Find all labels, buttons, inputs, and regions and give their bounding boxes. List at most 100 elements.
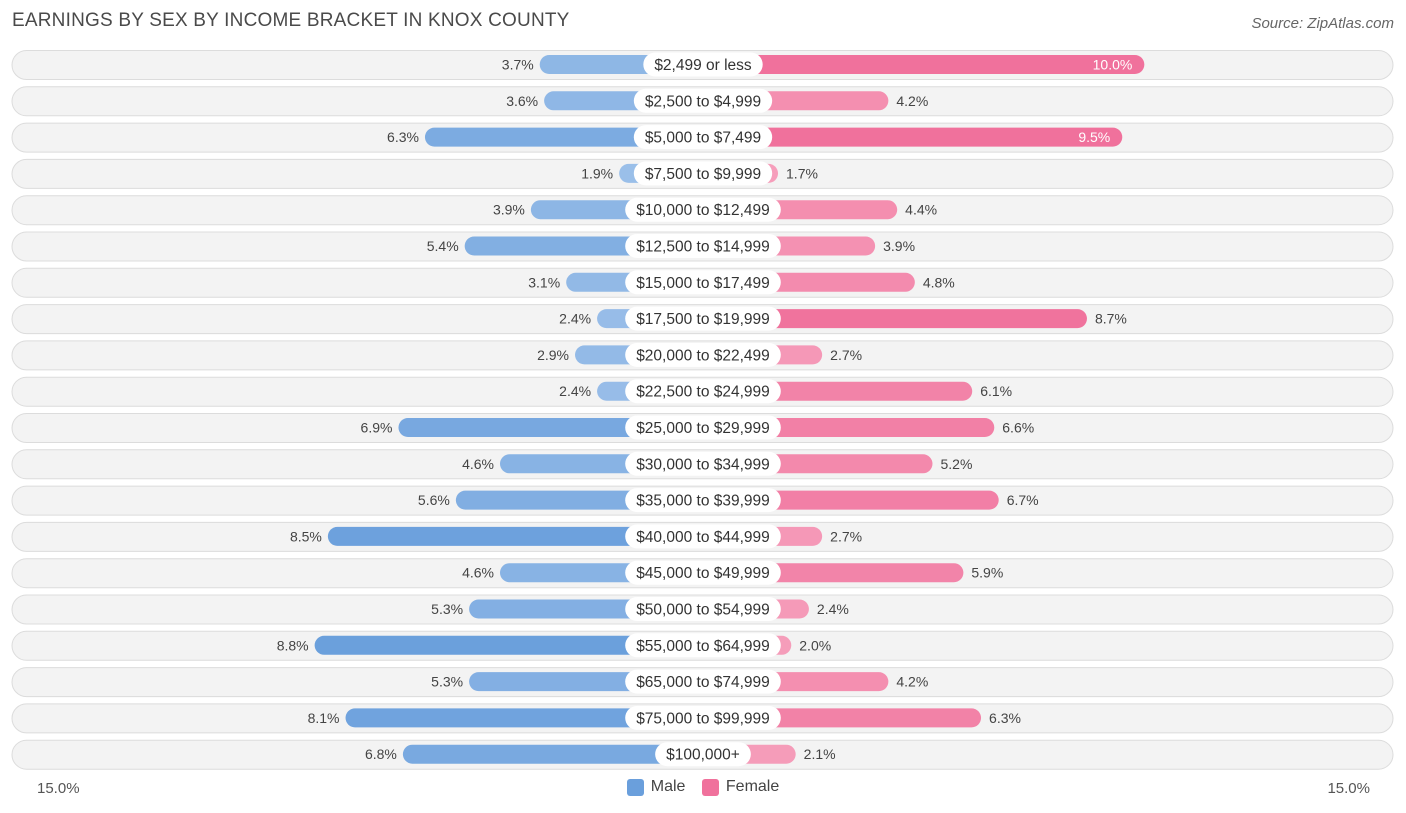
female-value-label: 2.1% [804, 746, 836, 762]
male-value-label: 3.9% [493, 202, 525, 218]
male-bar [402, 744, 703, 764]
male-value-label: 2.4% [559, 311, 591, 327]
axis-label-left: 15.0% [37, 780, 80, 797]
male-value-label: 3.6% [506, 93, 538, 109]
male-bar [424, 127, 703, 147]
category-label: $10,000 to $12,499 [636, 202, 770, 219]
female-value-label: 4.8% [923, 274, 955, 290]
category-label-pill [625, 560, 781, 585]
male-bar [327, 526, 703, 546]
chart-title: EARNINGS BY SEX BY INCOME BRACKET IN KNO… [12, 10, 570, 31]
male-bar [314, 635, 703, 655]
legend-swatch-male [626, 778, 644, 796]
female-bar [703, 127, 1123, 147]
male-value-label: 8.8% [277, 637, 309, 653]
category-label: $40,000 to $44,999 [636, 529, 770, 546]
male-value-label: 8.5% [290, 528, 322, 544]
male-value-label: 5.3% [431, 674, 463, 690]
male-value-label: 6.9% [361, 420, 393, 436]
category-label-pill [625, 379, 781, 404]
category-label: $17,500 to $19,999 [636, 311, 770, 328]
category-label-pill [625, 669, 781, 694]
male-value-label: 4.6% [462, 565, 494, 581]
male-value-label: 2.9% [537, 347, 569, 363]
female-value-label: 4.2% [896, 674, 928, 690]
female-value-label: 6.6% [1002, 420, 1034, 436]
male-value-label: 5.4% [427, 238, 459, 254]
category-label-pill [625, 524, 781, 549]
legend: Male Female [0, 778, 1406, 801]
category-label: $35,000 to $39,999 [636, 493, 770, 510]
category-label: $22,500 to $24,999 [636, 384, 770, 401]
male-value-label: 3.7% [502, 57, 534, 73]
male-value-label: 4.6% [462, 456, 494, 472]
category-label-pill [625, 306, 781, 331]
category-label: $15,000 to $17,499 [636, 275, 770, 292]
category-label: $2,500 to $4,999 [645, 93, 761, 110]
female-value-label: 2.7% [830, 528, 862, 544]
legend-label-male: Male [650, 778, 686, 795]
category-label-pill [625, 451, 781, 476]
male-value-label: 1.9% [581, 165, 613, 181]
male-value-label: 5.6% [418, 492, 450, 508]
category-label: $45,000 to $49,999 [636, 565, 770, 582]
female-value-label: 6.1% [980, 383, 1012, 399]
category-label: $100,000+ [666, 747, 740, 764]
female-value-label: 8.7% [1095, 311, 1127, 327]
male-value-label: 6.8% [365, 746, 397, 762]
category-label: $55,000 to $64,999 [636, 638, 770, 655]
category-label: $5,000 to $7,499 [645, 130, 761, 147]
legend-item-male: Male [626, 778, 686, 796]
female-value-label: 1.7% [786, 165, 818, 181]
category-label-pill [625, 705, 781, 730]
female-value-label: 2.4% [817, 601, 849, 617]
male-value-label: 8.1% [308, 710, 340, 726]
male-value-label: 5.3% [431, 601, 463, 617]
category-label-pill [633, 161, 773, 186]
female-value-label: 9.5% [1078, 129, 1110, 145]
legend-swatch-female [701, 778, 719, 796]
female-value-label: 2.0% [799, 637, 831, 653]
category-label-pill [655, 742, 751, 767]
category-label-pill [643, 52, 763, 77]
female-value-label: 6.3% [989, 710, 1021, 726]
legend-item-female: Female [701, 778, 780, 796]
female-value-label: 5.2% [940, 456, 972, 472]
category-label-pill [625, 415, 781, 440]
category-label-pill [625, 270, 781, 295]
female-value-label: 2.7% [830, 347, 862, 363]
category-label: $50,000 to $54,999 [636, 602, 770, 619]
category-label-pill [633, 125, 773, 150]
category-label: $12,500 to $14,999 [636, 239, 770, 256]
category-label: $30,000 to $34,999 [636, 456, 770, 473]
female-value-label: 4.4% [905, 202, 937, 218]
male-value-label: 3.1% [528, 274, 560, 290]
source-note: Source: ZipAtlas.com [1251, 15, 1394, 32]
category-label-pill [625, 234, 781, 258]
category-label: $75,000 to $99,999 [636, 710, 770, 727]
category-label: $25,000 to $29,999 [636, 420, 770, 437]
female-bar [703, 309, 1087, 329]
category-label-pill [625, 197, 781, 222]
female-value-label: 5.9% [971, 565, 1003, 581]
category-label-pill [625, 597, 781, 621]
female-value-label: 3.9% [883, 238, 915, 254]
category-label: $65,000 to $74,999 [636, 674, 770, 691]
male-value-label: 2.4% [559, 383, 591, 399]
male-bar [345, 708, 703, 728]
female-value-label: 4.2% [896, 93, 928, 109]
category-label-pill [625, 488, 781, 513]
female-value-label: 10.0% [1093, 57, 1133, 73]
axis-label-right: 15.0% [1327, 780, 1370, 797]
category-label-pill [633, 88, 773, 113]
legend-label-female: Female [725, 778, 780, 795]
category-label: $2,499 or less [654, 57, 752, 74]
category-label-pill [625, 342, 781, 367]
female-bar [703, 55, 1145, 74]
female-value-label: 6.7% [1007, 492, 1039, 508]
category-label-pill [625, 633, 781, 658]
category-label: $7,500 to $9,999 [645, 166, 761, 183]
category-label: $20,000 to $22,499 [636, 347, 770, 364]
male-value-label: 6.3% [387, 129, 419, 145]
